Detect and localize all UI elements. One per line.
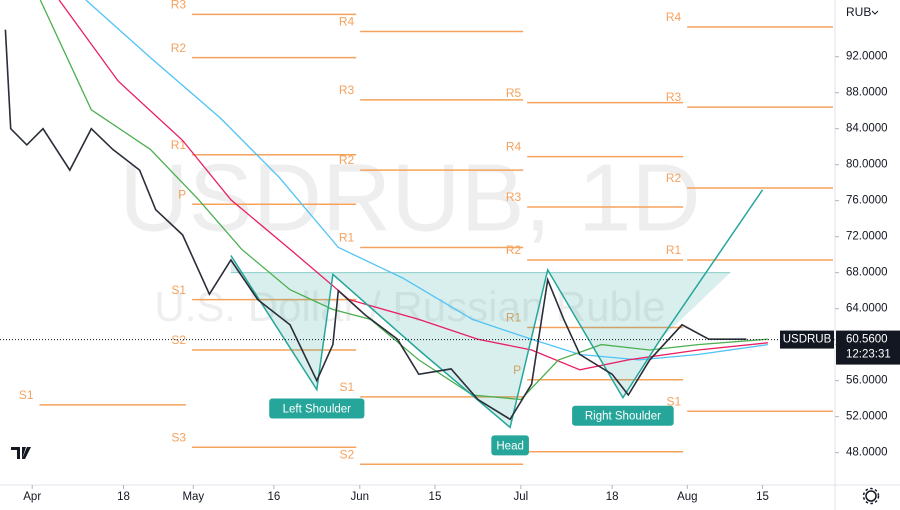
y-tick-label: 76.0000 bbox=[846, 195, 888, 207]
x-tick-label: 18 bbox=[606, 491, 619, 503]
x-tick-label: 16 bbox=[267, 491, 280, 503]
pivot-label: S1 bbox=[171, 283, 186, 297]
settings-icon[interactable] bbox=[862, 487, 880, 505]
pivot-label: R2 bbox=[506, 243, 522, 257]
pivot-label: S3 bbox=[171, 430, 186, 444]
x-tick-label: Aug bbox=[677, 491, 697, 503]
annotation-box bbox=[572, 405, 674, 426]
pivot-label: R4 bbox=[339, 15, 355, 29]
y-tick-label: 64.0000 bbox=[846, 303, 888, 315]
price-tag bbox=[836, 330, 900, 365]
pivot-label: R1 bbox=[171, 138, 187, 152]
pivot-label: R4 bbox=[666, 10, 682, 24]
annotation-label: Left Shoulder bbox=[283, 404, 352, 416]
pattern-line bbox=[230, 189, 764, 429]
pivot-label: R2 bbox=[171, 41, 187, 55]
pivot-label: R4 bbox=[506, 140, 522, 154]
pivot-label: R3 bbox=[666, 90, 682, 104]
pivot-label: S2 bbox=[171, 333, 186, 347]
watermark-subtitle: U.S. Dollar / Russian Ruble bbox=[154, 283, 665, 330]
pivot-label: S2 bbox=[339, 447, 354, 461]
x-tick-label: 15 bbox=[756, 491, 769, 503]
pivot-label: R3 bbox=[171, 0, 187, 12]
pivot-label: S1 bbox=[339, 380, 354, 394]
y-tick-label: 48.0000 bbox=[846, 447, 888, 459]
plot-area: S1 R3 R2 R1 P S1 S2 S3 R4 R3 R2 R1 S1 S2 R5 R4 R3 R2 R1 P S1… bbox=[0, 0, 835, 466]
y-tick-label: 52.0000 bbox=[846, 411, 888, 423]
annotation-label: Head bbox=[496, 440, 524, 452]
pivot-label: R2 bbox=[339, 153, 355, 167]
x-tick-label: May bbox=[182, 491, 204, 503]
currency-caret[interactable] bbox=[871, 10, 879, 15]
y-tick-label: 56.0000 bbox=[846, 375, 888, 387]
pivot-label: R1 bbox=[339, 231, 355, 245]
y-tick-label: 84.0000 bbox=[846, 123, 888, 135]
pivot-label: R3 bbox=[339, 83, 355, 97]
pivot-label: P bbox=[513, 363, 521, 377]
pivot-label: R1 bbox=[506, 311, 522, 325]
pivot-label: P bbox=[178, 187, 186, 201]
annotation-box bbox=[491, 435, 529, 456]
y-tick-label: 68.0000 bbox=[846, 267, 888, 279]
countdown-label: 12:23:31 bbox=[846, 349, 891, 361]
price-label: 60.5600 bbox=[846, 334, 888, 346]
moving-average bbox=[39, 0, 768, 401]
x-tick-label: 18 bbox=[117, 491, 130, 503]
x-axis: Apr 18 May 16 Jun 15 Jul 18 Aug 15 bbox=[23, 485, 769, 503]
moving-average bbox=[85, 0, 768, 361]
tv-logo[interactable] bbox=[8, 440, 36, 466]
pivot-label: R3 bbox=[506, 190, 522, 204]
y-tick-label: 80.0000 bbox=[846, 159, 888, 171]
symbol-tag bbox=[780, 330, 834, 349]
symbol-label: USDRUB bbox=[783, 334, 832, 346]
annotation-label: Right Shoulder bbox=[585, 411, 661, 423]
x-tick-label: Jul bbox=[514, 491, 529, 503]
x-tick-label: 15 bbox=[429, 491, 442, 503]
pivot-label: R1 bbox=[666, 243, 682, 257]
y-tick-label: 92.0000 bbox=[846, 51, 888, 63]
pivot-label: S1 bbox=[19, 388, 34, 402]
annotation-box bbox=[269, 398, 365, 419]
y-tick-label: 88.0000 bbox=[846, 87, 888, 99]
watermark-title: USDRUB, 1D bbox=[119, 144, 700, 251]
currency-label[interactable]: RUB bbox=[846, 5, 871, 19]
x-tick-label: Jun bbox=[351, 491, 370, 503]
pivot-label: R5 bbox=[506, 86, 522, 100]
pattern-area bbox=[230, 255, 731, 428]
moving-average bbox=[58, 0, 768, 371]
pivot-label: S1 bbox=[666, 394, 681, 408]
x-tick-label: Apr bbox=[23, 491, 41, 503]
price-line bbox=[4, 29, 747, 421]
y-tick-label: 72.0000 bbox=[846, 231, 888, 243]
pivot-label: R2 bbox=[666, 171, 682, 185]
